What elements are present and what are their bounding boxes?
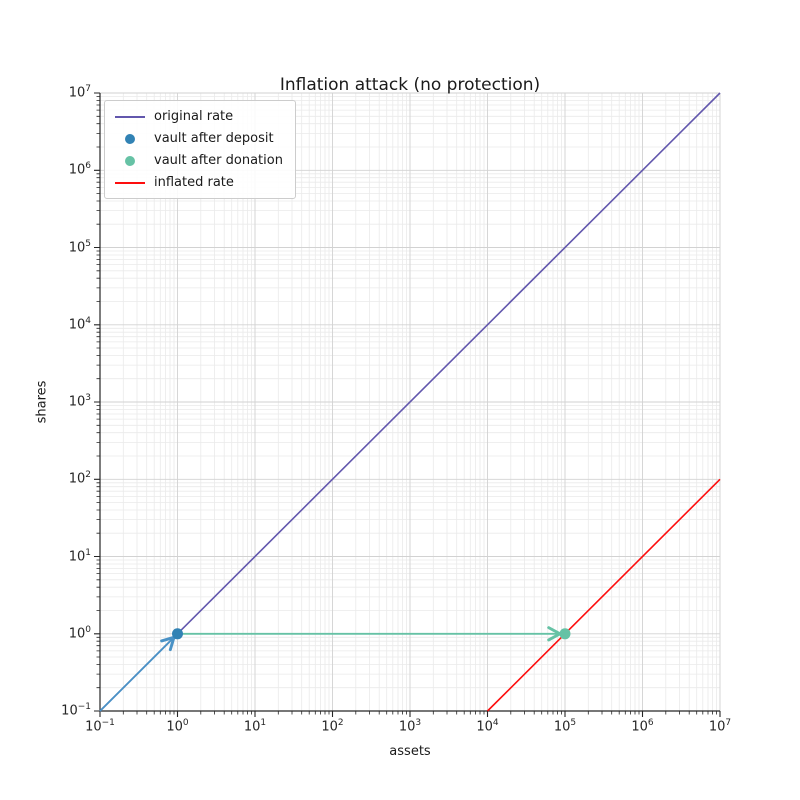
vault-after-donation-dot-swatch xyxy=(113,155,147,166)
vault-after-deposit-dot-swatch xyxy=(113,133,147,144)
x-axis-label: assets xyxy=(389,744,431,759)
y-tick-label: 107 xyxy=(68,84,91,101)
deposit-arrow xyxy=(99,637,174,712)
x-tick-label: 102 xyxy=(321,718,344,735)
legend: original rate vault after deposit vault … xyxy=(104,100,296,199)
x-tick-label: 107 xyxy=(708,718,732,735)
x-tick-label: 103 xyxy=(398,718,422,735)
original-rate-line xyxy=(99,92,721,712)
legend-label: inflated rate xyxy=(154,175,234,190)
legend-label: vault after donation xyxy=(154,153,283,168)
inflated-rate-line-swatch xyxy=(113,181,147,184)
inflated-rate-line xyxy=(486,478,721,712)
original-rate-line-swatch xyxy=(113,115,147,118)
vault-after-donation-point xyxy=(559,628,571,640)
legend-item-inflated-rate: inflated rate xyxy=(113,173,283,192)
x-tick-label: 101 xyxy=(243,718,267,735)
x-tick-label: 100 xyxy=(166,718,189,735)
legend-item-original-rate: original rate xyxy=(113,107,283,126)
y-tick-label: 106 xyxy=(68,161,91,178)
y-tick-label: 104 xyxy=(68,315,91,333)
legend-label: vault after deposit xyxy=(154,131,274,146)
legend-label: original rate xyxy=(154,109,234,124)
axis-ticks xyxy=(94,92,721,717)
y-tick-label: 10−1 xyxy=(61,702,91,719)
axes-spines xyxy=(99,93,720,712)
x-tick-label: 104 xyxy=(476,718,499,735)
vault-after-deposit-point xyxy=(172,628,183,640)
chart-title: Inflation attack (no protection) xyxy=(279,75,541,95)
y-tick-label: 101 xyxy=(68,547,91,564)
legend-item-vault-after-deposit: vault after deposit xyxy=(113,129,283,148)
plot-series xyxy=(99,92,721,712)
x-tick-label: 10−1 xyxy=(85,718,115,735)
y-tick-label: 100 xyxy=(68,624,91,642)
y-tick-label: 105 xyxy=(68,238,91,255)
x-tick-label: 105 xyxy=(553,718,577,735)
legend-item-vault-after-donation: vault after donation xyxy=(113,151,283,170)
y-tick-label: 102 xyxy=(68,470,91,487)
x-tick-label: 106 xyxy=(631,718,654,735)
y-axis-label: shares xyxy=(34,380,50,424)
y-tick-label: 103 xyxy=(68,393,91,410)
